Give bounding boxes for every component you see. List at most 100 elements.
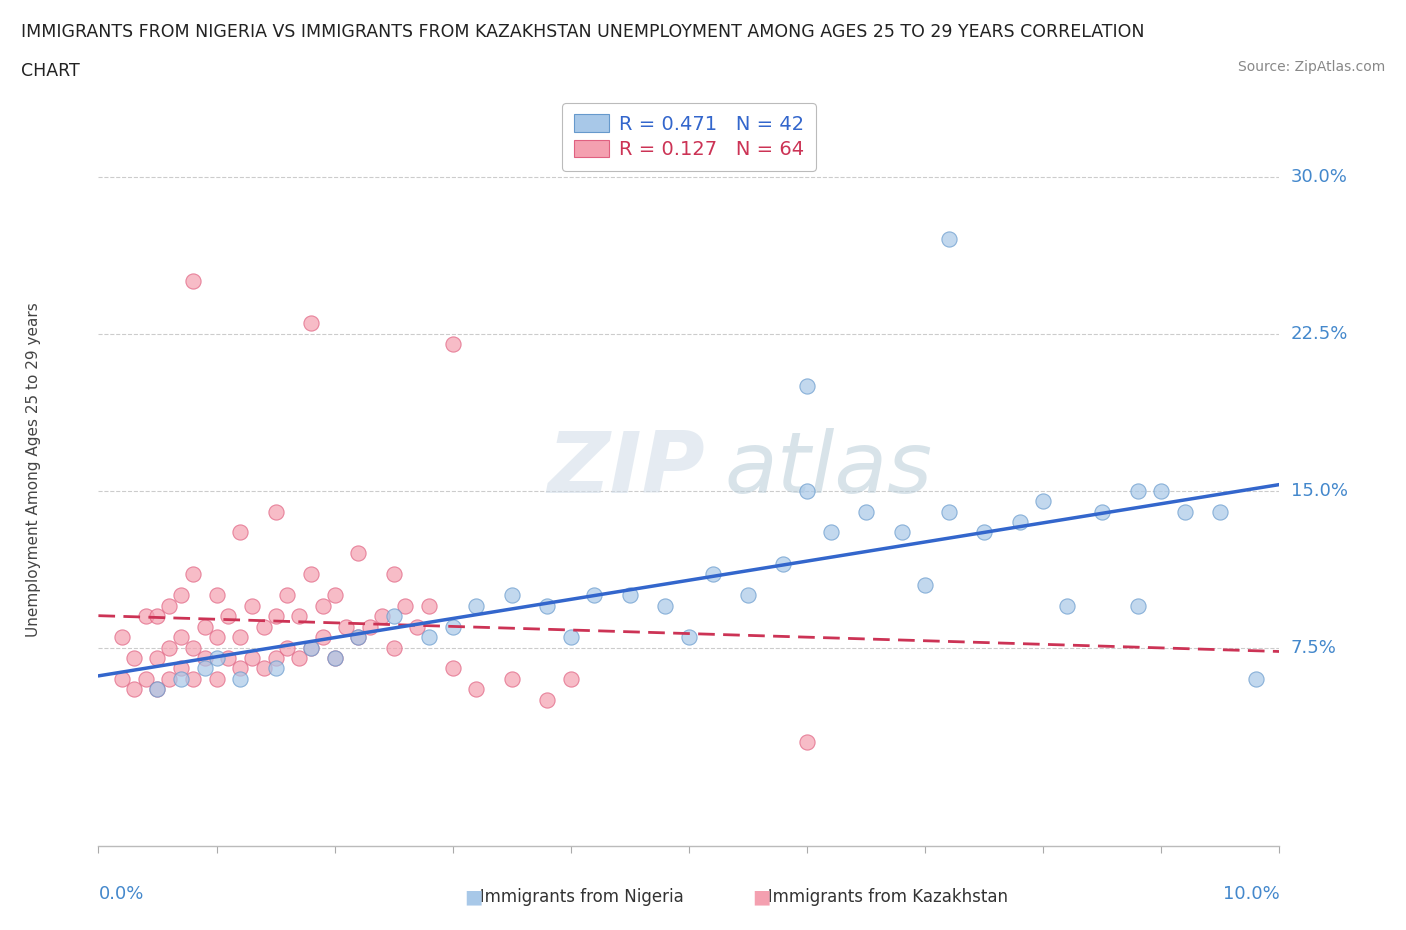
Point	[170, 661, 193, 676]
Point	[323, 651, 346, 666]
Point	[229, 661, 252, 676]
Point	[914, 578, 936, 592]
Point	[229, 671, 252, 686]
Point	[146, 682, 169, 697]
Point	[938, 504, 960, 519]
Point	[583, 588, 606, 603]
Point	[240, 651, 263, 666]
Point	[441, 337, 464, 352]
Point	[135, 671, 157, 686]
Point	[194, 619, 217, 634]
Text: ■: ■	[464, 888, 482, 907]
Point	[288, 651, 311, 666]
Point	[678, 630, 700, 644]
Point	[146, 609, 169, 624]
Point	[536, 692, 558, 708]
Point	[973, 525, 995, 539]
Point	[382, 640, 405, 655]
Point	[170, 588, 193, 603]
Point	[217, 651, 239, 666]
Point	[264, 661, 287, 676]
Text: ZIP: ZIP	[547, 428, 704, 512]
Point	[205, 630, 228, 644]
Text: 30.0%: 30.0%	[1291, 167, 1347, 186]
Point	[276, 640, 298, 655]
Point	[347, 630, 370, 644]
Point	[253, 619, 276, 634]
Point	[465, 682, 488, 697]
Point	[702, 567, 724, 582]
Point	[205, 671, 228, 686]
Point	[1174, 504, 1197, 519]
Point	[299, 316, 322, 331]
Point	[157, 598, 180, 613]
Point	[382, 567, 405, 582]
Point	[347, 630, 370, 644]
Point	[146, 651, 169, 666]
Point	[288, 609, 311, 624]
Text: IMMIGRANTS FROM NIGERIA VS IMMIGRANTS FROM KAZAKHSTAN UNEMPLOYMENT AMONG AGES 25: IMMIGRANTS FROM NIGERIA VS IMMIGRANTS FR…	[21, 23, 1144, 41]
Point	[938, 232, 960, 247]
Point	[1032, 494, 1054, 509]
Point	[299, 640, 322, 655]
Point	[194, 661, 217, 676]
Point	[181, 640, 204, 655]
Point	[1091, 504, 1114, 519]
Point	[890, 525, 912, 539]
Point	[654, 598, 676, 613]
Text: CHART: CHART	[21, 62, 80, 80]
Point	[264, 609, 287, 624]
Point	[181, 274, 204, 289]
Text: atlas: atlas	[724, 428, 932, 512]
Point	[406, 619, 429, 634]
Text: 10.0%: 10.0%	[1223, 885, 1279, 903]
Point	[560, 671, 582, 686]
Point	[737, 588, 759, 603]
Text: 22.5%: 22.5%	[1291, 325, 1348, 342]
Point	[135, 609, 157, 624]
Point	[229, 525, 252, 539]
Legend: R = 0.471   N = 42, R = 0.127   N = 64: R = 0.471 N = 42, R = 0.127 N = 64	[562, 102, 815, 170]
Point	[347, 546, 370, 561]
Point	[181, 567, 204, 582]
Point	[170, 630, 193, 644]
Text: Source: ZipAtlas.com: Source: ZipAtlas.com	[1237, 60, 1385, 74]
Point	[299, 567, 322, 582]
Text: Immigrants from Nigeria: Immigrants from Nigeria	[464, 888, 683, 907]
Point	[122, 682, 145, 697]
Point	[418, 630, 440, 644]
Point	[122, 651, 145, 666]
Point	[1126, 484, 1149, 498]
Point	[181, 671, 204, 686]
Point	[796, 379, 818, 393]
Point	[1008, 514, 1031, 529]
Point	[205, 651, 228, 666]
Point	[441, 619, 464, 634]
Point	[536, 598, 558, 613]
Point	[1244, 671, 1267, 686]
Point	[796, 735, 818, 750]
Point	[619, 588, 641, 603]
Point	[157, 671, 180, 686]
Point	[312, 630, 335, 644]
Point	[312, 598, 335, 613]
Text: ■: ■	[752, 888, 770, 907]
Point	[465, 598, 488, 613]
Point	[855, 504, 877, 519]
Point	[772, 556, 794, 571]
Point	[217, 609, 239, 624]
Point	[194, 651, 217, 666]
Point	[276, 588, 298, 603]
Point	[323, 651, 346, 666]
Point	[264, 651, 287, 666]
Point	[382, 609, 405, 624]
Point	[501, 671, 523, 686]
Point	[157, 640, 180, 655]
Point	[111, 671, 134, 686]
Text: 0.0%: 0.0%	[98, 885, 143, 903]
Point	[796, 484, 818, 498]
Point	[253, 661, 276, 676]
Text: 7.5%: 7.5%	[1291, 639, 1337, 657]
Point	[240, 598, 263, 613]
Point	[1126, 598, 1149, 613]
